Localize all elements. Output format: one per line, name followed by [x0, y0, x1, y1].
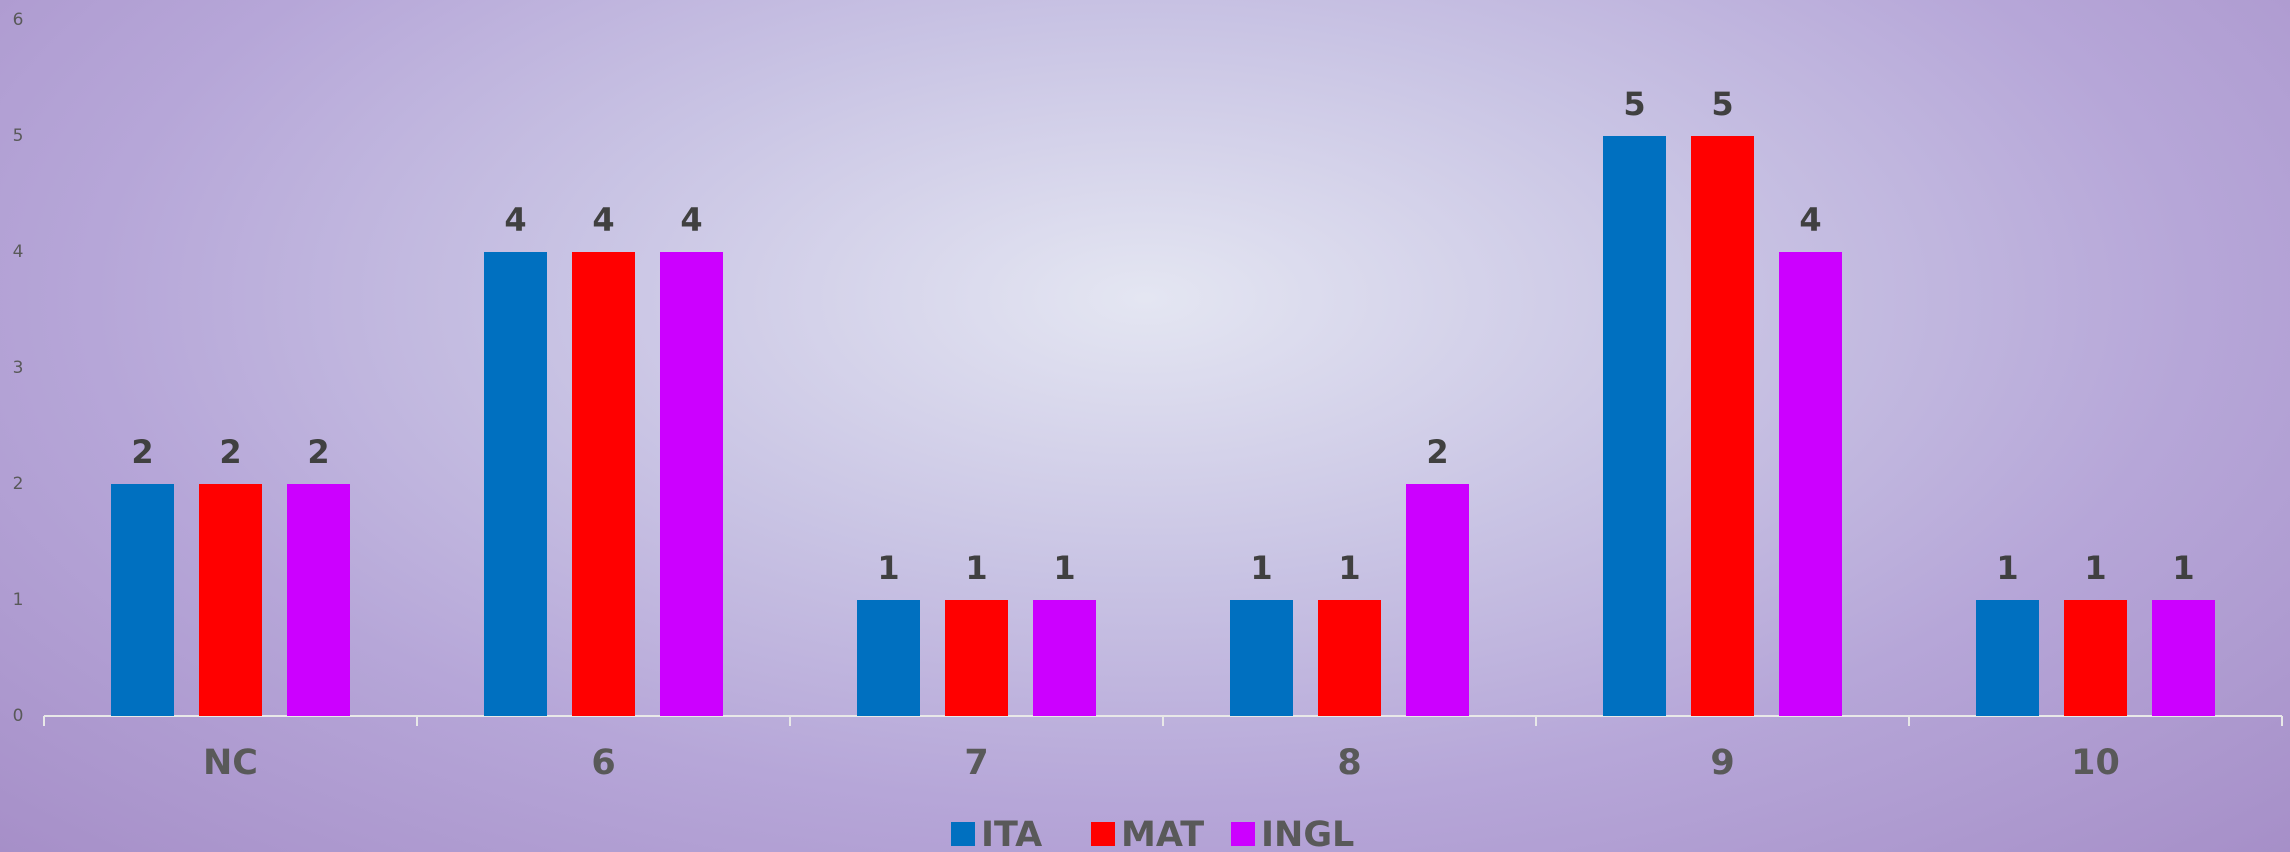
y-tick-label: 6 [13, 10, 24, 30]
x-tick-label: NC [203, 743, 258, 783]
legend-label: MAT [1121, 815, 1204, 852]
value-label: 2 [1426, 433, 1448, 471]
x-tick-label: 7 [964, 743, 988, 783]
legend-swatch [1091, 822, 1115, 846]
bar [1230, 600, 1293, 716]
value-label: 1 [965, 549, 987, 587]
value-label: 2 [131, 433, 153, 471]
value-label: 1 [2172, 549, 2194, 587]
bar [572, 252, 635, 716]
bar [660, 252, 723, 716]
x-tick-label: 10 [2071, 743, 2120, 783]
value-label: 2 [219, 433, 241, 471]
y-tick-label: 5 [13, 126, 24, 146]
value-label: 1 [1338, 549, 1360, 587]
value-label: 5 [1711, 85, 1733, 123]
bar [199, 484, 262, 716]
y-tick-label: 3 [13, 358, 24, 378]
value-label: 1 [877, 549, 899, 587]
bar [1691, 136, 1754, 716]
legend-label: ITA [981, 815, 1042, 852]
bar [857, 600, 920, 716]
value-label: 1 [1996, 549, 2018, 587]
y-tick-label: 1 [13, 590, 24, 610]
x-tick-label: 6 [591, 743, 615, 783]
x-tick-label: 8 [1337, 743, 1361, 783]
legend-swatch [951, 822, 975, 846]
value-label: 1 [1250, 549, 1272, 587]
legend-swatch [1231, 822, 1255, 846]
y-tick-label: 4 [13, 242, 24, 262]
value-label: 5 [1623, 85, 1645, 123]
bar [1406, 484, 1469, 716]
bar [111, 484, 174, 716]
bar [1033, 600, 1096, 716]
y-tick-label: 2 [13, 474, 24, 494]
bar [1318, 600, 1381, 716]
value-label: 1 [2084, 549, 2106, 587]
value-label: 1 [1053, 549, 1075, 587]
bar [2152, 600, 2215, 716]
value-label: 4 [592, 201, 614, 239]
value-label: 4 [1799, 201, 1821, 239]
bar [484, 252, 547, 716]
bar [287, 484, 350, 716]
bar [1779, 252, 1842, 716]
bar [945, 600, 1008, 716]
y-tick-label: 0 [13, 706, 24, 726]
value-label: 4 [504, 201, 526, 239]
bar [2064, 600, 2127, 716]
bar [1603, 136, 1666, 716]
value-label: 2 [307, 433, 329, 471]
bar [1976, 600, 2039, 716]
value-label: 4 [680, 201, 702, 239]
x-tick-label: 9 [1710, 743, 1734, 783]
legend-label: INGL [1261, 815, 1354, 852]
